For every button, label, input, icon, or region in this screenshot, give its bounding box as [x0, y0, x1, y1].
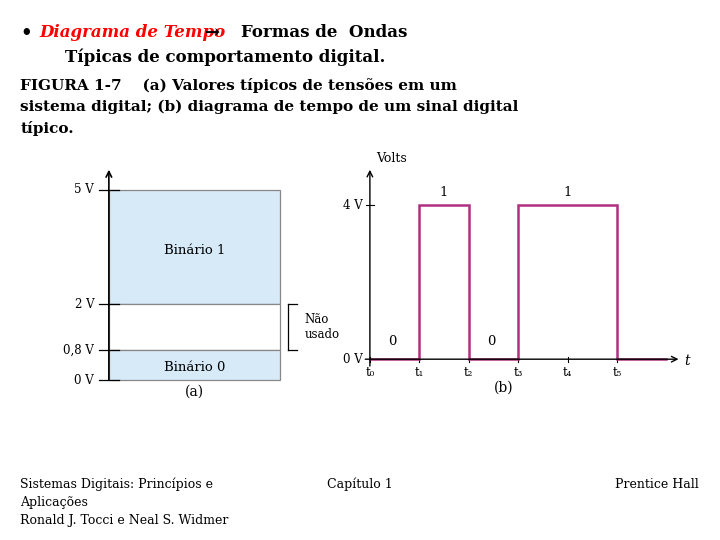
Text: típico.: típico.: [20, 122, 73, 137]
Text: Binário 0: Binário 0: [164, 361, 225, 374]
Text: Binário 1: Binário 1: [164, 244, 225, 257]
Text: 0 V: 0 V: [343, 353, 362, 366]
Text: t₂: t₂: [464, 366, 474, 379]
Text: (b): (b): [493, 380, 513, 394]
Text: sistema digital; (b) diagrama de tempo de um sinal digital: sistema digital; (b) diagrama de tempo d…: [20, 100, 518, 114]
Text: Capítulo 1: Capítulo 1: [327, 478, 393, 491]
Text: 2 V: 2 V: [75, 298, 94, 310]
Text: 0 V: 0 V: [74, 374, 94, 387]
Text: FIGURA 1-7    (a) Valores típicos de tensões em um: FIGURA 1-7 (a) Valores típicos de tensõe…: [20, 78, 457, 93]
Text: 4 V: 4 V: [343, 199, 362, 212]
Bar: [109, 304, 280, 350]
Text: t₁: t₁: [415, 366, 424, 379]
Bar: [109, 190, 280, 304]
Text: 1: 1: [440, 186, 449, 199]
Text: Não
usado: Não usado: [305, 313, 340, 341]
Text: 5 V: 5 V: [74, 183, 94, 197]
Text: Sistemas Digitais: Princípios e
Aplicações
Ronald J. Tocci e Neal S. Widmer: Sistemas Digitais: Princípios e Aplicaçõ…: [20, 478, 228, 528]
Text: Prentice Hall: Prentice Hall: [615, 478, 698, 491]
Text: (a): (a): [185, 385, 204, 399]
Text: →: →: [205, 24, 220, 42]
Text: Formas de  Ondas: Formas de Ondas: [241, 24, 408, 41]
Text: Diagrama de Tempo: Diagrama de Tempo: [40, 24, 226, 41]
Text: Típicas de comportamento digital.: Típicas de comportamento digital.: [65, 49, 385, 66]
Text: 0: 0: [388, 335, 396, 348]
Text: Volts: Volts: [376, 152, 407, 165]
Text: t₃: t₃: [513, 366, 523, 379]
Text: 1: 1: [564, 186, 572, 199]
Text: t: t: [684, 354, 690, 368]
Text: •: •: [20, 24, 32, 42]
Bar: [109, 350, 280, 380]
Text: 0,8 V: 0,8 V: [63, 343, 94, 356]
Text: t₀: t₀: [365, 366, 374, 379]
Text: t₄: t₄: [563, 366, 572, 379]
Text: t₅: t₅: [613, 366, 621, 379]
Text: 0: 0: [487, 335, 495, 348]
